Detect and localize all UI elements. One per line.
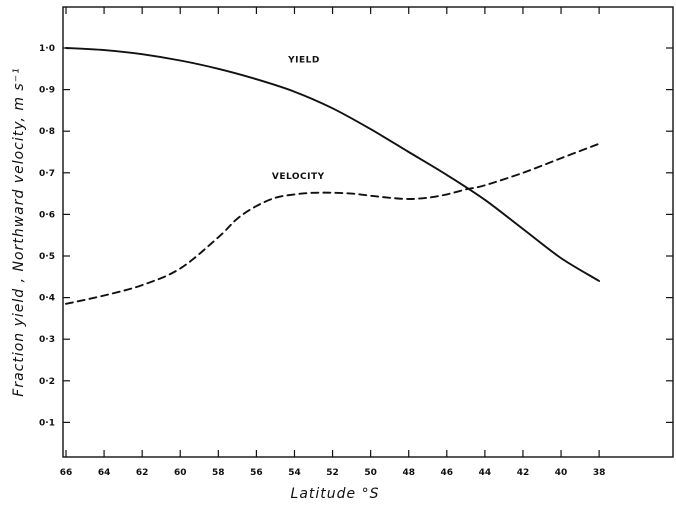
y-tick-label: 0·9 xyxy=(39,86,55,96)
x-tick-label: 60 xyxy=(174,468,187,478)
x-tick-label: 48 xyxy=(402,468,415,478)
y-axis: 0·1 0·2 0·3 0·4 0·5 0·6 0·7 0·8 0·9 1·0 xyxy=(39,44,673,428)
y-axis-title: Fraction yield , Northward velocity, m s… xyxy=(11,67,27,396)
y-tick-label: 0·8 xyxy=(39,127,55,137)
x-axis: 66 64 62 60 58 56 54 52 50 48 46 44 42 40 38 xyxy=(60,7,606,478)
y-tick-label: 0·4 xyxy=(39,294,55,304)
x-tick-label: 40 xyxy=(555,468,568,478)
x-tick-label: 62 xyxy=(136,468,149,478)
series-line-yield xyxy=(65,47,601,282)
y-tick-label: 0·2 xyxy=(39,377,55,387)
x-axis-title: Latitude °S xyxy=(291,486,380,502)
series-label-velocity: VELOCITY xyxy=(272,172,325,182)
x-tick-label: 56 xyxy=(250,468,263,478)
x-tick-label: 50 xyxy=(364,468,377,478)
x-tick-label: 46 xyxy=(441,468,454,478)
y-tick-label: 0·3 xyxy=(39,335,55,345)
series-line-velocity xyxy=(65,142,601,305)
x-tick-label: 38 xyxy=(593,468,606,478)
y-tick-label: 1·0 xyxy=(39,44,55,54)
x-tick-label: 58 xyxy=(212,468,225,478)
series-group xyxy=(65,47,601,305)
annotation-group: YIELD VELOCITY xyxy=(272,56,325,182)
x-tick-label: 54 xyxy=(288,468,301,478)
series-label-yield: YIELD xyxy=(287,56,320,66)
x-tick-label: 44 xyxy=(479,468,492,478)
y-tick-label: 0·5 xyxy=(39,252,55,262)
x-tick-label: 64 xyxy=(98,468,111,478)
plot-frame xyxy=(62,6,674,458)
y-tick-label: 0·6 xyxy=(39,210,55,220)
x-tick-label: 66 xyxy=(60,468,73,478)
y-tick-label: 0·1 xyxy=(39,418,55,428)
y-tick-label: 0·7 xyxy=(39,169,55,179)
x-tick-label: 42 xyxy=(517,468,530,478)
x-tick-label: 52 xyxy=(326,468,339,478)
